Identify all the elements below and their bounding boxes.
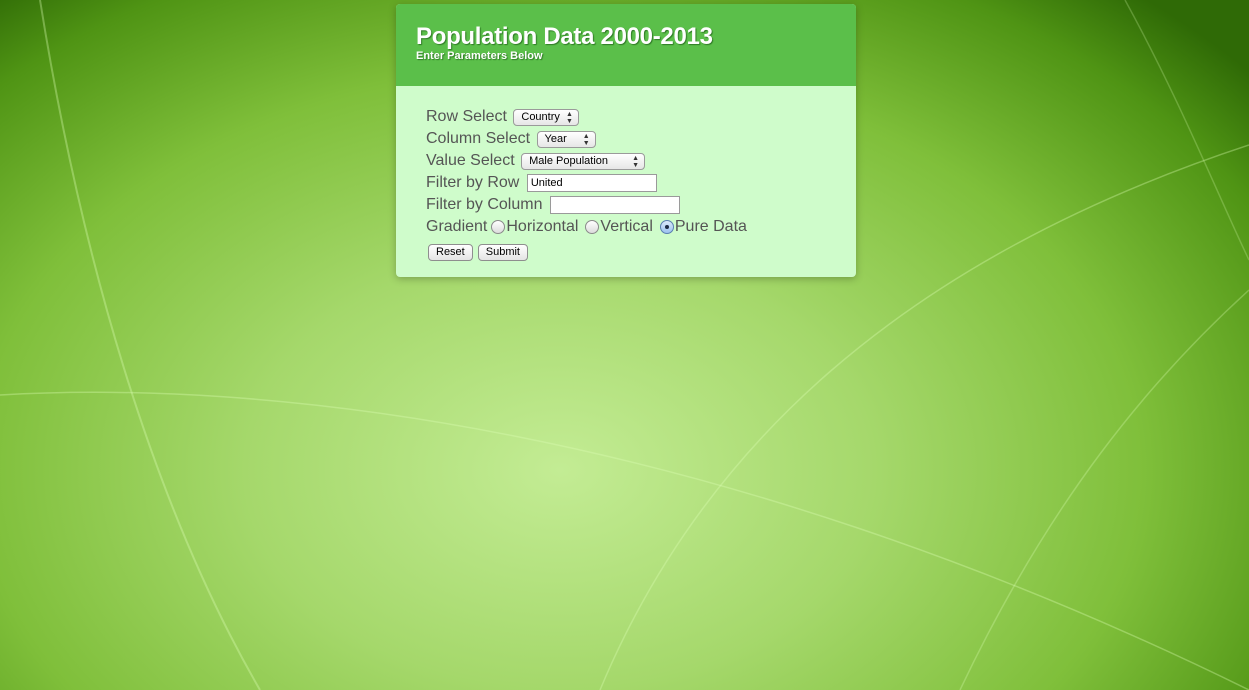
- value-select-label: Value Select: [426, 152, 515, 169]
- filter-row-row: Filter by Row United: [426, 172, 856, 194]
- column-select-value: Year: [544, 132, 567, 145]
- panel-header: Population Data 2000-2013 Enter Paramete…: [396, 4, 856, 86]
- column-select-dropdown[interactable]: Year ▲ ▼: [536, 130, 596, 148]
- updown-arrows-icon: ▲ ▼: [565, 110, 573, 125]
- gradient-horizontal-label: Horizontal: [506, 218, 579, 235]
- column-select-row: Column Select Year ▲ ▼: [426, 128, 856, 150]
- row-select-value: Country: [521, 110, 560, 123]
- column-select-label: Column Select: [426, 130, 531, 147]
- filter-column-label: Filter by Column: [426, 196, 543, 213]
- form-actions: Reset Submit: [428, 238, 856, 264]
- gradient-row: Gradient Horizontal Vertical Pure Data: [426, 216, 856, 238]
- row-select-row: Row Select Country ▲ ▼: [426, 106, 856, 128]
- value-select-dropdown[interactable]: Male Population ▲ ▼: [521, 152, 645, 170]
- gradient-vertical-radio[interactable]: [585, 220, 600, 234]
- gradient-vertical-label: Vertical: [600, 218, 653, 235]
- filter-row-input[interactable]: United: [526, 174, 657, 192]
- row-select-dropdown[interactable]: Country ▲ ▼: [513, 108, 579, 126]
- parameters-panel: Population Data 2000-2013 Enter Paramete…: [396, 4, 856, 277]
- gradient-horizontal-radio[interactable]: [491, 220, 506, 234]
- submit-button[interactable]: Submit: [477, 243, 528, 261]
- updown-arrows-icon: ▲ ▼: [582, 132, 590, 147]
- page-subtitle: Enter Parameters Below: [416, 50, 543, 62]
- value-select-row: Value Select Male Population ▲ ▼: [426, 150, 856, 172]
- parameters-form: Row Select Country ▲ ▼ Column Select Year…: [396, 86, 856, 264]
- gradient-label: Gradient: [426, 218, 488, 235]
- filter-column-input[interactable]: [549, 196, 680, 214]
- gradient-pure-data-label: Pure Data: [674, 218, 747, 235]
- filter-row-label: Filter by Row: [426, 174, 520, 191]
- row-select-label: Row Select: [426, 108, 507, 125]
- value-select-value: Male Population: [529, 154, 608, 167]
- updown-arrows-icon: ▲ ▼: [632, 154, 639, 169]
- reset-button[interactable]: Reset: [428, 243, 473, 261]
- gradient-pure-data-radio[interactable]: [659, 220, 674, 234]
- page-title: Population Data 2000-2013: [416, 23, 713, 50]
- filter-column-row: Filter by Column: [426, 194, 856, 216]
